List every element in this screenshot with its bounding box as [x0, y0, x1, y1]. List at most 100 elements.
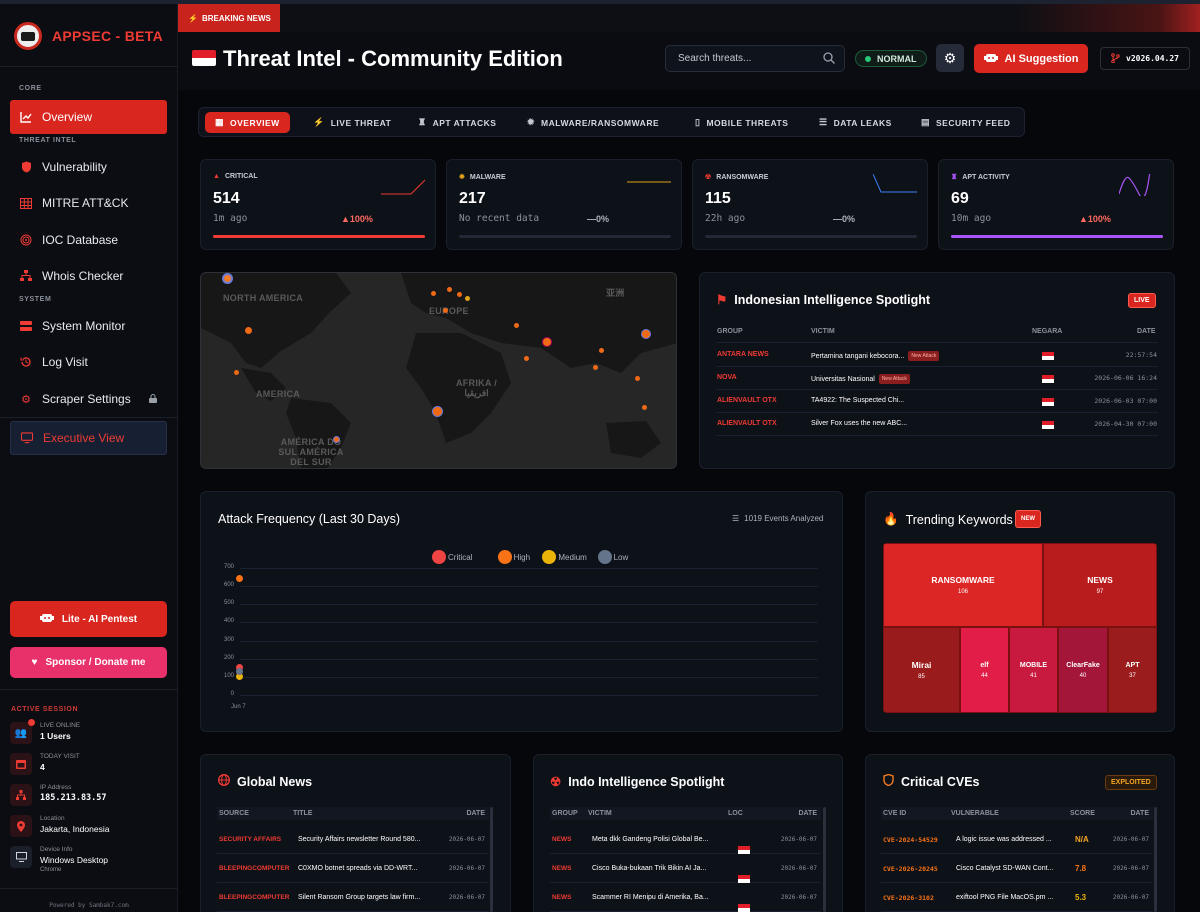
- row-victim: Pertamina tangani kebocora... New Attack: [811, 351, 940, 361]
- biohazard-icon: ☢: [705, 174, 712, 181]
- data-point-low[interactable]: [236, 667, 243, 675]
- gridline: [240, 568, 818, 569]
- sidebar-item-overview[interactable]: Overview: [10, 100, 167, 134]
- header: Threat Intel - Community Edition Search …: [178, 32, 1200, 90]
- spotlight-row[interactable]: ALIENVAULT OTX TA4922: The Suspected Chi.…: [716, 390, 1158, 413]
- legend-item[interactable]: Medium: [542, 550, 587, 564]
- row-date: 2026-06-07: [1112, 836, 1149, 843]
- tab-apt-attacks[interactable]: ♜ APT ATTACKS: [408, 112, 506, 133]
- table-row[interactable]: CVE-2024-54529 A logic issue was addresse…: [881, 825, 1153, 854]
- spotlight-row[interactable]: NOVA Universitas Nasional New Attack 2026-0…: [716, 367, 1158, 390]
- data-point-medium[interactable]: [236, 673, 243, 681]
- keyword-tile[interactable]: MOBILE 41: [1009, 627, 1058, 713]
- lite-ai-pentest-button[interactable]: Lite - AI Pentest: [10, 601, 167, 637]
- col-negara: NEGARA: [1032, 328, 1063, 335]
- sidebar-item-scraper-settings[interactable]: ⚙ Scraper Settings: [10, 382, 167, 416]
- section-core: CORE: [19, 85, 42, 92]
- tab-label: APT ATTACKS: [432, 117, 497, 128]
- keyword-tile[interactable]: elf 44: [960, 627, 1009, 713]
- table-row[interactable]: NEWS Cisco Buka-bukaan Trik Bikin AI Ja..…: [550, 854, 821, 883]
- sidebar-item-executive-view[interactable]: Executive View: [10, 421, 167, 455]
- threat-marker[interactable]: [465, 296, 470, 301]
- sidebar-item-vulnerability[interactable]: Vulnerability: [10, 150, 167, 184]
- settings-button[interactable]: ⚙: [936, 44, 964, 72]
- legend-item[interactable]: Low: [597, 550, 628, 564]
- sidebar-item-label: Log Visit: [42, 355, 88, 369]
- scrollbar[interactable]: [823, 807, 826, 912]
- threat-marker[interactable]: [635, 376, 640, 381]
- threat-marker[interactable]: [543, 338, 551, 346]
- version-badge[interactable]: v2026.04.27: [1100, 47, 1190, 70]
- keyword-tile[interactable]: NEWS 97: [1043, 543, 1157, 627]
- threat-marker[interactable]: [433, 407, 442, 416]
- keyword-label: MOBILE: [1019, 661, 1048, 669]
- threat-map[interactable]: NORTH AMERICA EUROPE 亚洲 AFRIKA / افريقيا…: [200, 272, 677, 469]
- table-row[interactable]: NEWS Meta dkk Gandeng Polisi Global Be...…: [550, 825, 821, 854]
- data-point-high[interactable]: [236, 575, 243, 583]
- tab-data-leaks[interactable]: ☰ DATA LEAKS: [809, 112, 902, 133]
- location: Location Jakarta, Indonesia: [10, 815, 109, 837]
- threat-marker[interactable]: [593, 365, 598, 370]
- keyword-tile[interactable]: ClearFake 40: [1058, 627, 1108, 713]
- brand[interactable]: APPSEC - BETA: [14, 22, 163, 50]
- threat-marker[interactable]: [514, 323, 519, 328]
- stat-card-malware[interactable]: ✹ MALWARE 217 No recent data —0%: [446, 159, 682, 250]
- tab-overview[interactable]: ▦ OVERVIEW: [205, 112, 290, 133]
- powered-by[interactable]: Powered by Sambak7.com: [49, 902, 129, 909]
- ai-suggestion-button[interactable]: AI Suggestion: [974, 44, 1088, 73]
- threat-marker[interactable]: [431, 291, 436, 296]
- threat-marker[interactable]: [642, 330, 650, 338]
- sponsor-button[interactable]: ♥ Sponsor / Donate me: [10, 647, 167, 678]
- threat-marker[interactable]: [224, 275, 231, 282]
- tab-live-threat[interactable]: ⚡ LIVE THREAT: [303, 112, 401, 133]
- indo-intel-header: GROUP VICTIM LOC DATE: [550, 807, 821, 820]
- flag-icon: ⚑: [716, 293, 728, 307]
- tab-security-feed[interactable]: ▤ SECURITY FEED: [911, 112, 1020, 133]
- table-row[interactable]: CVE-2026-3102 exiftool PNG File MacOS.pm …: [881, 883, 1153, 912]
- sidebar-item-mitre[interactable]: MITRE ATT&CK: [10, 186, 167, 220]
- row-victim: Meta dkk Gandeng Polisi Global Be...: [592, 836, 709, 843]
- stat-card-ransomware[interactable]: ☢ RANSOMWARE 115 22h ago —0%: [692, 159, 928, 250]
- threat-marker[interactable]: [234, 370, 239, 375]
- search-input[interactable]: Search threats...: [665, 45, 845, 72]
- sidebar-item-log-visit[interactable]: Log Visit: [10, 345, 167, 379]
- sidebar-item-ioc[interactable]: IOC Database: [10, 223, 167, 257]
- spotlight-row[interactable]: ANTARA NEWS Pertamina tangani kebocora...…: [716, 344, 1158, 367]
- divider: [0, 689, 178, 690]
- threat-marker[interactable]: [457, 292, 462, 297]
- scrollbar[interactable]: [490, 807, 493, 912]
- threat-marker[interactable]: [245, 327, 252, 334]
- keyword-tile[interactable]: RANSOMWARE 106: [883, 543, 1043, 627]
- divider: [716, 342, 1158, 343]
- legend-item[interactable]: High: [497, 550, 530, 564]
- legend-item[interactable]: Critical: [432, 550, 472, 564]
- threat-marker[interactable]: [443, 308, 448, 313]
- threat-marker[interactable]: [447, 287, 452, 292]
- threat-marker[interactable]: [334, 437, 339, 442]
- sidebar-item-whois[interactable]: Whois Checker: [10, 259, 167, 293]
- table-row[interactable]: NEWS Scammer RI Menipu di Amerika, Ba... 2…: [550, 883, 821, 912]
- breaking-news-tag[interactable]: ⚡ BREAKING NEWS: [178, 4, 280, 32]
- stat-card-critical[interactable]: ▲ CRITICAL 514 1m ago ▲100%: [200, 159, 436, 250]
- spotlight-row[interactable]: ALIENVAULT OTX Silver Fox uses the new AB…: [716, 413, 1158, 436]
- data-point-critical[interactable]: [236, 664, 243, 672]
- threat-marker[interactable]: [524, 356, 529, 361]
- indonesia-flag-icon: [192, 50, 216, 66]
- stat-card-apt[interactable]: ♜ APT ACTIVITY 69 10m ago ▲100%: [938, 159, 1174, 250]
- keyword-tile[interactable]: Mirai 85: [883, 627, 960, 713]
- table-row[interactable]: BLEEPINGCOMPUTER Silent Ransom Group targ…: [217, 883, 489, 912]
- scrollbar[interactable]: [1154, 807, 1157, 912]
- tab-malware-ransomware[interactable]: ✹ MALWARE/RANSOMWARE: [517, 112, 669, 133]
- sidebar-item-system-monitor[interactable]: System Monitor: [10, 309, 167, 343]
- row-score: 7.8: [1075, 864, 1087, 873]
- stat-progress-fill: [213, 235, 425, 238]
- table-row[interactable]: SECURITY AFFAIRS Security Affairs newslet…: [217, 825, 489, 854]
- table-row[interactable]: CVE-2026-20245 Cisco Catalyst SD-WAN Cont…: [881, 854, 1153, 883]
- threat-marker[interactable]: [642, 405, 647, 410]
- y-tick-label: 500: [223, 600, 234, 607]
- threat-marker[interactable]: [599, 348, 604, 353]
- tab-mobile-threats[interactable]: ▯ MOBILE THREATS: [685, 112, 798, 133]
- keyword-tile[interactable]: APT 37: [1108, 627, 1157, 713]
- table-row[interactable]: BLEEPINGCOMPUTER C0XMO botnet spreads via…: [217, 854, 489, 883]
- divider: [0, 888, 178, 889]
